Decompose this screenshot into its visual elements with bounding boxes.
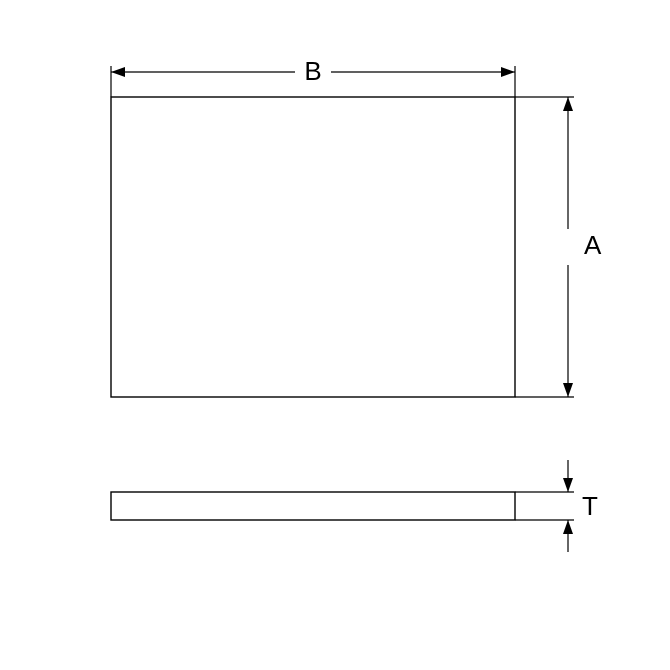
dimension-label-t: T bbox=[582, 491, 598, 521]
arrowhead-icon bbox=[563, 520, 573, 534]
arrowhead-icon bbox=[111, 67, 125, 77]
side-plate-rect bbox=[111, 492, 515, 520]
arrowhead-icon bbox=[563, 97, 573, 111]
dimension-label-b: B bbox=[304, 56, 321, 86]
arrowhead-icon bbox=[563, 383, 573, 397]
drawing-layer: B A T bbox=[111, 56, 602, 552]
arrowhead-icon bbox=[563, 478, 573, 492]
dimension-diagram: B A T bbox=[0, 0, 670, 670]
arrowhead-icon bbox=[501, 67, 515, 77]
dimension-label-a: A bbox=[584, 230, 602, 260]
top-plate-rect bbox=[111, 97, 515, 397]
